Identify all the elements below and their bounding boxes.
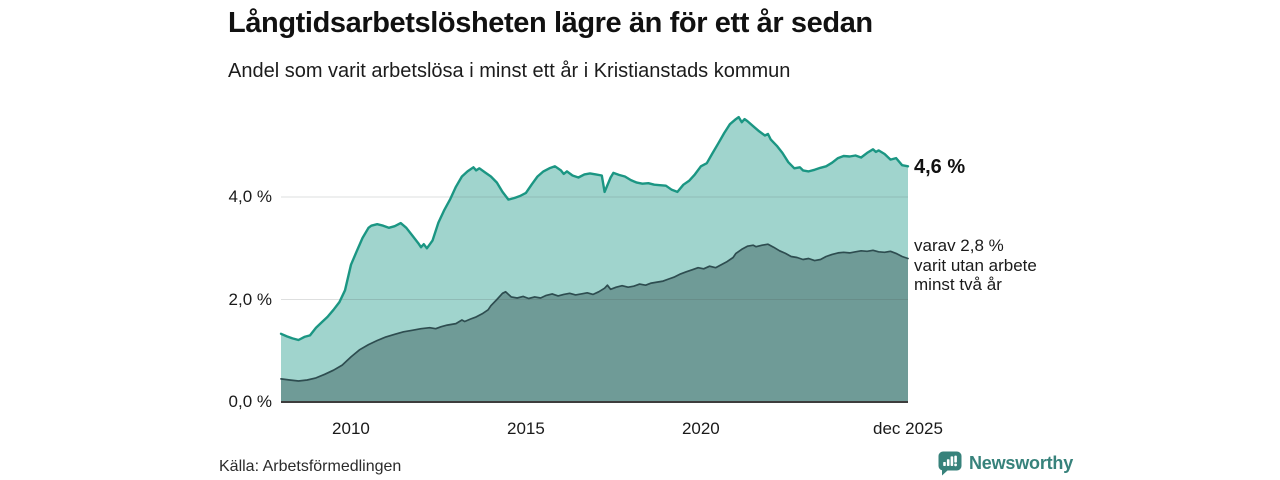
newsworthy-wordmark: Newsworthy: [969, 453, 1074, 473]
y-tick-label: 4,0 %: [228, 187, 272, 206]
chart-subtitle: Andel som varit arbetslösa i minst ett å…: [228, 60, 791, 82]
x-tick-label: 2020: [681, 419, 720, 438]
x-tick-label: 2015: [507, 419, 545, 438]
chart-title: Långtidsarbetslösheten lägre än för ett …: [228, 7, 873, 39]
area-chart-plot: [279, 115, 910, 403]
annotation-subset-line1: varav 2,8 %: [914, 236, 1004, 255]
annotation-subset-line2: varit utan arbete: [914, 255, 1037, 275]
line-total: [279, 115, 910, 342]
annotation-latest-total: 4,6 %: [914, 156, 966, 178]
area-subset-fill: [281, 244, 908, 402]
y-tick-label: 0,0 %: [228, 392, 272, 411]
annotation-subset-line3: minst två år: [914, 275, 1002, 294]
y-tick-label: 2,0 %: [228, 289, 272, 309]
line-subset: [280, 243, 909, 382]
x-tick-label: dec 2025: [873, 419, 943, 438]
x-tick-label: 2010: [332, 419, 370, 438]
newsworthy-icon: [938, 451, 962, 476]
source-label: Källa: Arbetsförmedlingen: [219, 458, 402, 475]
newsworthy-logo: Newsworthy: [938, 451, 1073, 476]
annotation-subset: varav 2,8 % varit utan arbete minst två …: [914, 236, 1037, 295]
